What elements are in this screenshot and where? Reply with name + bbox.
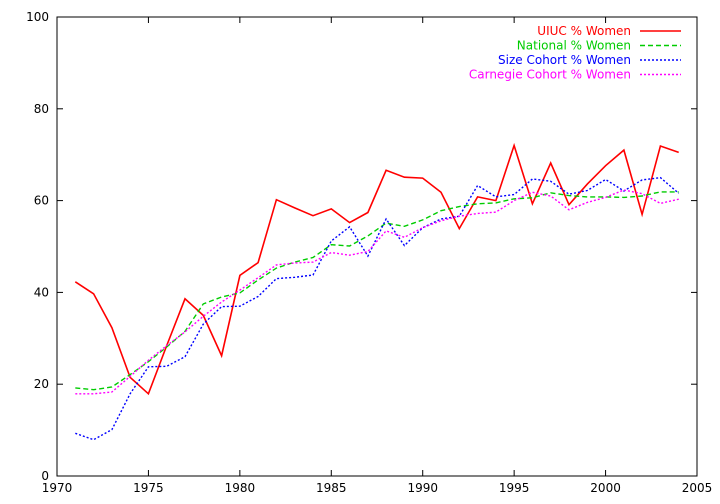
series-line-3 bbox=[75, 178, 678, 440]
series-line-4 bbox=[75, 190, 678, 394]
y-tick-label: 20 bbox=[34, 377, 49, 391]
y-tick-label: 60 bbox=[34, 194, 49, 208]
x-tick-label: 1985 bbox=[316, 481, 347, 495]
x-tick-label: 1995 bbox=[499, 481, 530, 495]
x-tick-label: 1970 bbox=[42, 481, 73, 495]
plot-frame bbox=[57, 17, 697, 476]
x-axis: 1970 1975 1980 1985 1990 1995 2000 2005 bbox=[42, 17, 713, 495]
y-tick-label: 40 bbox=[34, 285, 49, 299]
x-tick-label: 1975 bbox=[133, 481, 164, 495]
y-tick-label: 80 bbox=[34, 102, 49, 116]
series-line-2 bbox=[75, 192, 678, 390]
x-tick-label: 1980 bbox=[225, 481, 256, 495]
legend: UIUC % WomenNational % WomenSize Cohort … bbox=[469, 24, 681, 82]
x-tick-label: 2005 bbox=[682, 481, 713, 495]
legend-label-3: Size Cohort % Women bbox=[498, 53, 631, 67]
plot-border bbox=[57, 17, 697, 476]
legend-label-1: UIUC % Women bbox=[537, 24, 631, 38]
legend-label-4: Carnegie Cohort % Women bbox=[469, 68, 631, 82]
x-tick-label: 1990 bbox=[407, 481, 438, 495]
series-line-1 bbox=[75, 146, 678, 394]
y-tick-label: 100 bbox=[26, 10, 49, 24]
series-group bbox=[75, 146, 678, 440]
legend-label-2: National % Women bbox=[517, 39, 631, 53]
x-tick-label: 2000 bbox=[590, 481, 621, 495]
